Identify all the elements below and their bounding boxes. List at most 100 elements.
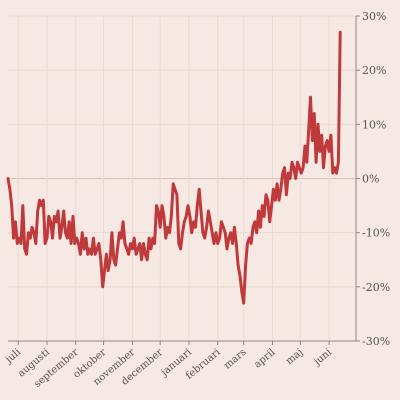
data-point bbox=[224, 231, 226, 234]
data-point bbox=[81, 231, 83, 234]
data-point bbox=[296, 161, 299, 164]
data-point bbox=[261, 204, 264, 207]
data-point bbox=[139, 242, 141, 245]
data-point bbox=[203, 237, 206, 239]
data-point bbox=[36, 210, 39, 212]
data-point bbox=[239, 275, 241, 277]
data-point bbox=[124, 242, 126, 245]
data-point bbox=[109, 259, 111, 261]
data-point bbox=[257, 210, 260, 212]
data-point bbox=[172, 183, 174, 185]
axes bbox=[8, 15, 360, 345]
data-point bbox=[185, 215, 187, 218]
data-point bbox=[313, 112, 316, 115]
data-point bbox=[75, 237, 78, 239]
data-point bbox=[333, 166, 336, 169]
data-point bbox=[100, 259, 102, 261]
data-point bbox=[330, 134, 332, 136]
data-point bbox=[107, 269, 109, 272]
data-point bbox=[85, 237, 87, 239]
data-point bbox=[66, 237, 69, 239]
data-point bbox=[131, 248, 134, 250]
data-point bbox=[35, 242, 37, 245]
data-point bbox=[319, 150, 321, 153]
y-tick-label: 30% bbox=[362, 10, 386, 23]
data-point bbox=[244, 264, 247, 267]
x-tick-label: juli bbox=[3, 347, 23, 366]
data-point bbox=[309, 96, 312, 99]
data-point bbox=[120, 237, 122, 239]
data-point bbox=[328, 150, 330, 153]
data-point bbox=[62, 210, 65, 212]
data-point bbox=[280, 188, 282, 191]
data-point bbox=[57, 210, 59, 212]
data-point bbox=[179, 248, 182, 250]
data-point bbox=[157, 210, 160, 212]
data-point bbox=[159, 226, 161, 229]
data-point bbox=[87, 253, 89, 256]
data-point bbox=[306, 161, 308, 164]
data-point bbox=[190, 231, 193, 234]
data-point bbox=[127, 253, 130, 256]
data-point bbox=[146, 259, 148, 261]
data-point bbox=[335, 172, 338, 174]
data-point bbox=[103, 269, 106, 272]
data-point bbox=[137, 248, 139, 250]
data-point bbox=[300, 172, 303, 174]
data-point bbox=[213, 242, 215, 245]
data-point bbox=[12, 237, 15, 239]
data-point bbox=[337, 161, 340, 164]
data-point bbox=[142, 242, 145, 245]
data-point bbox=[59, 237, 61, 239]
data-point bbox=[209, 221, 212, 223]
data-point bbox=[88, 248, 91, 250]
x-tick-label: maj bbox=[284, 347, 305, 367]
data-point bbox=[161, 204, 163, 207]
data-point bbox=[278, 199, 280, 201]
data-point bbox=[235, 242, 238, 245]
data-point bbox=[166, 226, 169, 229]
data-point bbox=[242, 302, 245, 304]
data-point bbox=[14, 221, 17, 223]
data-point bbox=[46, 237, 48, 239]
data-point bbox=[38, 199, 41, 201]
y-tick-label: -30% bbox=[362, 335, 390, 348]
y-tick-label: -10% bbox=[362, 227, 390, 240]
y-tick-label: 0% bbox=[362, 173, 379, 186]
y-tick-label: 10% bbox=[362, 118, 386, 131]
data-point bbox=[152, 237, 154, 239]
data-point bbox=[92, 237, 95, 239]
data-point bbox=[326, 139, 329, 142]
data-point bbox=[265, 194, 267, 196]
data-point bbox=[250, 242, 252, 245]
data-point bbox=[293, 166, 295, 169]
data-point bbox=[291, 161, 293, 164]
data-point bbox=[202, 231, 204, 234]
data-point bbox=[9, 188, 11, 191]
data-point bbox=[22, 204, 24, 207]
data-point bbox=[178, 242, 180, 245]
data-point bbox=[144, 253, 147, 256]
data-point bbox=[198, 188, 200, 191]
data-point bbox=[304, 145, 306, 147]
data-point bbox=[298, 166, 301, 169]
data-point bbox=[70, 242, 72, 245]
data-point bbox=[18, 237, 20, 239]
data-point bbox=[229, 231, 232, 234]
data-point bbox=[77, 242, 80, 245]
data-point bbox=[23, 248, 26, 250]
data-point bbox=[192, 221, 195, 223]
data-point bbox=[116, 248, 119, 250]
data-point bbox=[174, 188, 176, 191]
data-point bbox=[276, 183, 278, 185]
data-point bbox=[126, 248, 128, 250]
data-point bbox=[29, 237, 32, 239]
data-point bbox=[16, 242, 19, 245]
data-point bbox=[20, 242, 22, 245]
data-point bbox=[274, 199, 277, 201]
data-point bbox=[320, 134, 323, 136]
data-point bbox=[189, 215, 191, 218]
data-point bbox=[101, 286, 104, 288]
data-point bbox=[51, 237, 54, 239]
data-point bbox=[231, 242, 234, 245]
